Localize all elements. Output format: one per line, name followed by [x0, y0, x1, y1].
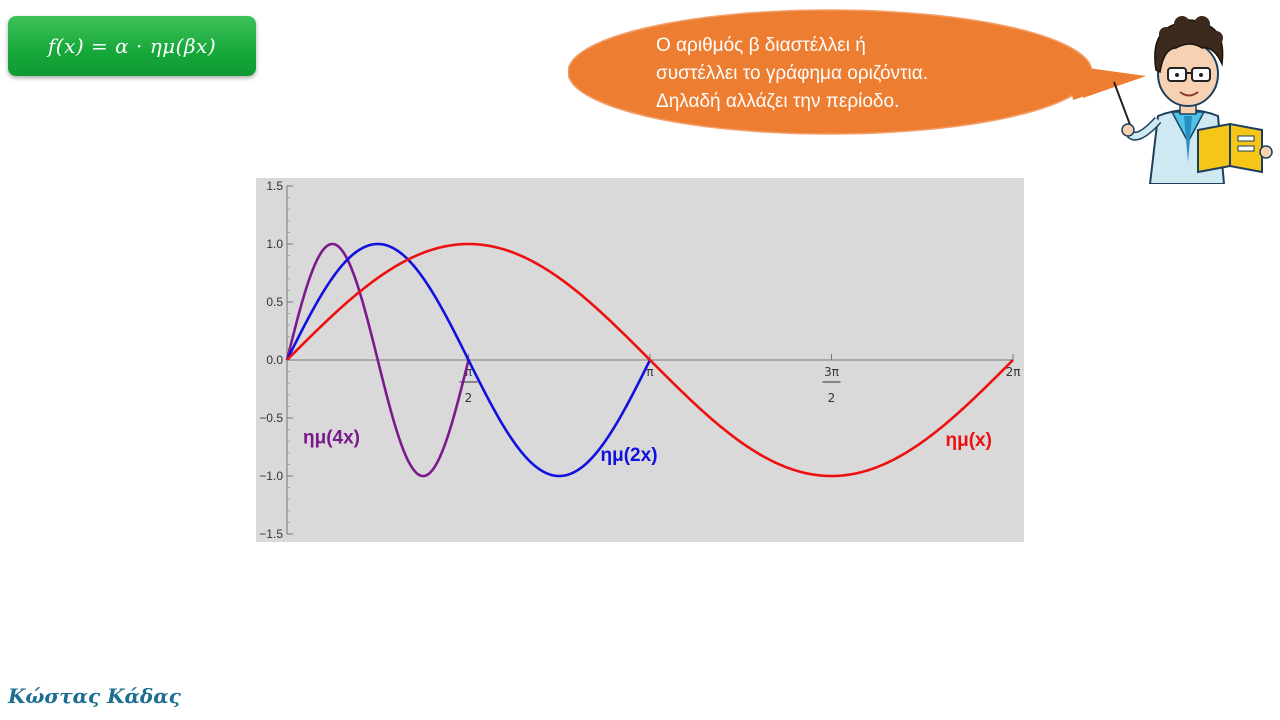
series-line-ημ(4x)	[285, 242, 470, 478]
series-label: ημ(4x)	[303, 428, 360, 449]
x-tick-label: 2π	[1006, 365, 1021, 379]
speech-bubble: Ο αριθμός β διαστέλλει ή συστέλλει το γρ…	[568, 6, 1148, 138]
series-line-ημ(2x)	[285, 242, 652, 478]
teacher-illustration	[1113, 16, 1273, 184]
x-tick-label-numerator: 3π	[824, 365, 839, 379]
y-tick-label: −0.5	[259, 411, 283, 425]
x-tick-label: π	[646, 365, 653, 379]
y-tick-label: −1.0	[259, 469, 283, 483]
series-group	[285, 242, 1014, 478]
series-label: ημ(2x)	[601, 445, 658, 466]
x-tick-label-denominator: 2	[465, 391, 473, 405]
x-tick-label-denominator: 2	[828, 391, 836, 405]
author-signature: Κώστας Κάδας	[8, 684, 181, 708]
formula-box: f(x) = α · ημ(βx)	[8, 16, 256, 76]
y-tick-label: −1.5	[259, 527, 283, 541]
y-tick-label: 1.5	[266, 179, 283, 193]
bubble-line-3: Δηλαδή αλλάζει την περίοδο.	[656, 91, 900, 112]
y-tick-label: 1.0	[266, 237, 283, 251]
bubble-line-2: συστέλλει το γράφημα οριζόντια.	[656, 63, 929, 84]
bubble-line-1: Ο αριθμός β διαστέλλει ή	[656, 35, 866, 56]
y-tick-label: 0.5	[266, 295, 283, 309]
series-label: ημ(x)	[945, 430, 991, 451]
formula-text: f(x) = α · ημ(βx)	[47, 34, 217, 58]
series-line-ημ(x)	[286, 242, 1014, 478]
bubble-text: Ο αριθμός β διαστέλλει ή συστέλλει το γρ…	[656, 32, 1056, 116]
speech-bubble-shape	[568, 9, 1146, 135]
series-labels: ημ(4x) ημ(2x) ημ(x)	[303, 428, 992, 466]
x-tick-label-numerator: π	[465, 365, 472, 379]
y-tick-label: 0.0	[266, 353, 283, 367]
